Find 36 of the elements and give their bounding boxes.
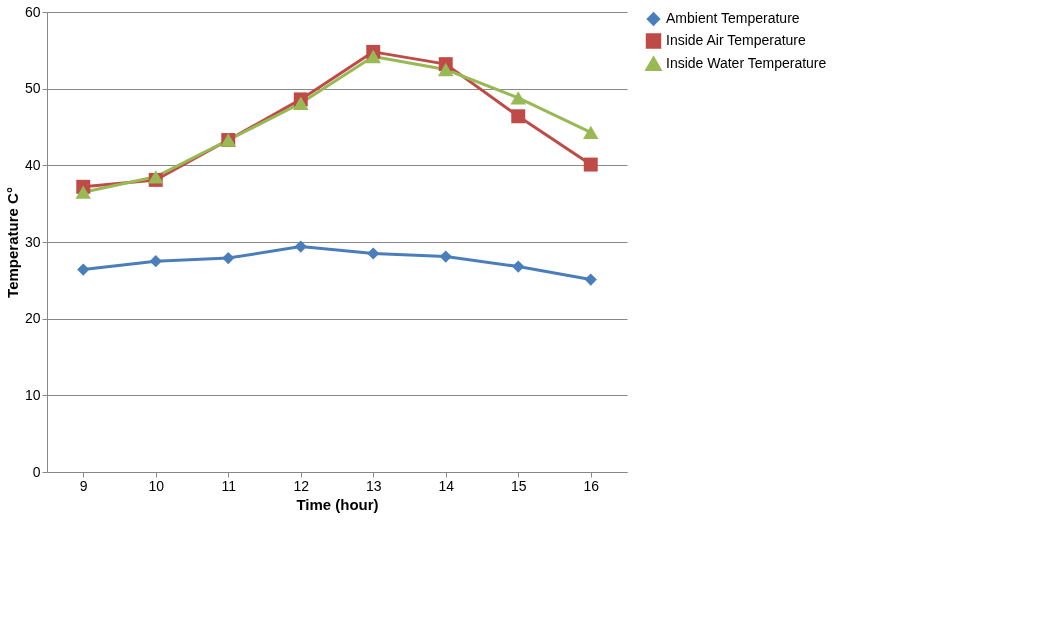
x-tick-label: 9 [79, 477, 88, 494]
point [75, 185, 91, 199]
point [222, 251, 235, 265]
x-tick-label: 10 [148, 477, 165, 494]
y-tick-label: 20 [24, 310, 41, 327]
point [511, 109, 526, 124]
point [294, 240, 307, 253]
point [439, 250, 452, 263]
y-tick-label: 60 [24, 3, 41, 20]
point [367, 247, 380, 260]
point [365, 49, 381, 64]
point [583, 157, 598, 172]
x-tick-label: 16 [583, 477, 600, 494]
legend-label: Ambient Temperature [666, 10, 800, 26]
point [583, 125, 599, 140]
point [149, 255, 162, 268]
y-tick-label: 40 [24, 156, 41, 173]
y-axis-title: Temperature C° [3, 187, 21, 298]
x-axis-title: Time (hour) [296, 495, 379, 513]
y-tick-label: 10 [24, 386, 41, 403]
y-tick-label: 0 [32, 463, 41, 480]
x-tick-label: 12 [293, 477, 310, 494]
legend-label: Inside Air Temperature [666, 32, 807, 48]
point [438, 62, 454, 77]
x-tick-label: 11 [221, 477, 237, 494]
y-tick-label: 30 [24, 233, 41, 250]
point [293, 96, 309, 110]
x-tick-label: 13 [365, 477, 382, 494]
x-tick-label: 14 [438, 477, 455, 494]
point [510, 91, 526, 105]
point [584, 273, 597, 286]
point [512, 260, 525, 273]
legend-label: Inside Water Temperature [666, 54, 827, 71]
y-tick-label: 50 [24, 80, 41, 97]
point [77, 263, 90, 276]
x-tick-label: 15 [510, 477, 527, 494]
